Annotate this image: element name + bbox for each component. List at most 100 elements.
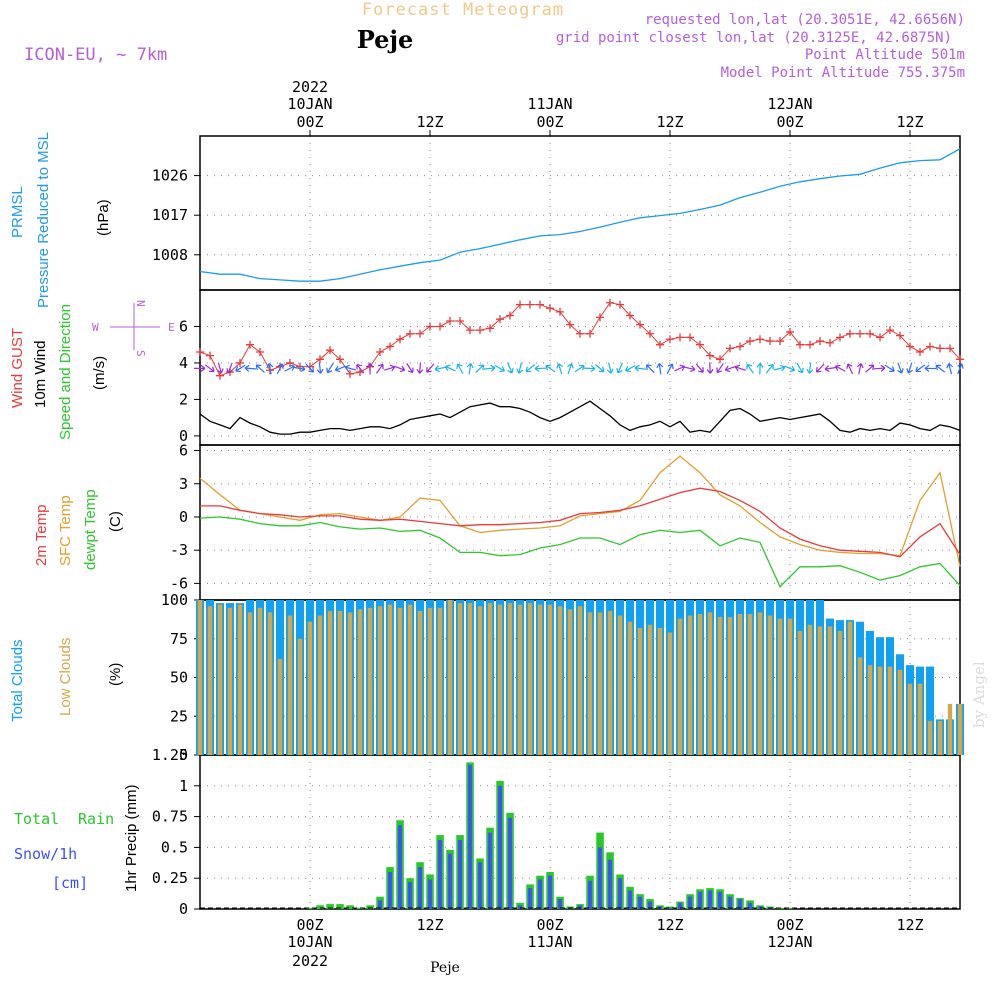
gust-point bbox=[506, 311, 514, 320]
gust-point bbox=[496, 315, 504, 324]
gust-point bbox=[316, 355, 324, 364]
location-title: Peje bbox=[357, 25, 414, 54]
arrow-shape bbox=[634, 364, 647, 372]
low-cloud-bar bbox=[487, 603, 493, 755]
snow-bar bbox=[618, 878, 622, 909]
gust-point bbox=[856, 329, 864, 338]
arrow-shape bbox=[507, 362, 514, 374]
wind-direction-arrow bbox=[475, 364, 485, 374]
label-snow: Snow/1h bbox=[14, 845, 77, 863]
arrow-shape bbox=[406, 363, 414, 374]
low-cloud-bar bbox=[467, 603, 473, 755]
ytick-label: 1.25 bbox=[152, 746, 188, 764]
snow-bar bbox=[548, 875, 552, 909]
total-cloud-bar bbox=[926, 666, 934, 755]
model-altitude: Model Point Altitude 755.375m bbox=[721, 65, 965, 81]
ytick-label: 100 bbox=[161, 591, 188, 609]
low-cloud-bar bbox=[197, 600, 203, 755]
arrow-shape bbox=[266, 363, 274, 375]
low-cloud-bar bbox=[717, 617, 723, 755]
arrow-shape bbox=[856, 363, 864, 375]
snow-bar bbox=[378, 900, 382, 909]
arrow-shape bbox=[915, 364, 926, 373]
wind-direction-arrow bbox=[456, 363, 464, 374]
ytick-label: 1 bbox=[179, 777, 188, 795]
temp-2m-line bbox=[200, 487, 961, 558]
low-cloud-bar bbox=[207, 606, 213, 755]
gust-point bbox=[686, 333, 694, 342]
gust-point bbox=[416, 329, 424, 338]
wind-direction-arrow bbox=[684, 365, 696, 373]
arrow-shape bbox=[494, 364, 505, 373]
wind-direction-arrow bbox=[276, 363, 284, 375]
ytick-label: -3 bbox=[170, 541, 188, 559]
low-cloud-bar bbox=[597, 612, 603, 755]
arrow-shape bbox=[716, 363, 724, 374]
gust-point bbox=[926, 342, 934, 351]
low-cloud-bar bbox=[307, 621, 313, 755]
low-cloud-bar bbox=[567, 609, 573, 755]
wind-direction-arrow bbox=[824, 365, 837, 373]
low-cloud-bar bbox=[807, 624, 813, 755]
arrow-shape bbox=[796, 362, 804, 374]
low-cloud-bar bbox=[707, 612, 713, 755]
arrow-shape bbox=[556, 363, 563, 375]
rain-bar bbox=[306, 907, 314, 909]
gust-point bbox=[196, 348, 204, 356]
arrow-shape bbox=[525, 364, 536, 373]
ytick-label: 25 bbox=[170, 707, 188, 725]
low-cloud-bar bbox=[767, 615, 773, 755]
ytick-label: 4 bbox=[179, 354, 188, 372]
arrow-shape bbox=[606, 362, 614, 374]
wind-direction-arrow bbox=[935, 364, 946, 373]
low-cloud-bar bbox=[607, 610, 613, 755]
wind-direction-arrow bbox=[815, 363, 825, 373]
gust-point bbox=[636, 320, 644, 329]
snow-bar bbox=[628, 890, 632, 909]
snow-bar bbox=[448, 853, 452, 909]
gust-point bbox=[906, 342, 914, 351]
low-cloud-bar bbox=[787, 618, 793, 755]
arrow-shape bbox=[316, 362, 324, 374]
gust-point bbox=[556, 307, 564, 316]
time-label-hour: 00Z bbox=[776, 916, 803, 934]
wind-direction-arrow bbox=[645, 364, 655, 374]
low-cloud-bar bbox=[497, 604, 503, 755]
low-cloud-bar bbox=[697, 614, 703, 755]
label-cm: [cm] bbox=[52, 874, 88, 892]
snow-bar bbox=[418, 867, 422, 909]
low-cloud-bar bbox=[557, 606, 563, 755]
ytick-label: 0 bbox=[179, 746, 188, 764]
low-cloud-bar bbox=[387, 604, 393, 755]
arrow-shape bbox=[456, 363, 464, 374]
low-cloud-bar bbox=[447, 600, 453, 755]
snow-bar bbox=[688, 896, 692, 909]
low-cloud-bar bbox=[877, 666, 883, 755]
low-cloud-bar bbox=[577, 606, 583, 755]
snow-bar bbox=[728, 896, 732, 909]
arrow-shape bbox=[946, 363, 954, 375]
wind-direction-arrow bbox=[906, 362, 913, 374]
low-cloud-bar bbox=[937, 720, 943, 755]
gust-point bbox=[596, 313, 604, 322]
arrow-shape bbox=[906, 362, 913, 374]
arrow-shape bbox=[724, 365, 736, 373]
wind-direction-arrow bbox=[556, 363, 563, 375]
wind-direction-arrow bbox=[784, 365, 796, 373]
low-cloud-bar bbox=[837, 631, 843, 755]
low-cloud-bar bbox=[397, 607, 403, 756]
wind-direction-arrow bbox=[244, 364, 257, 372]
arrow-shape bbox=[516, 362, 524, 374]
wind-direction-arrow bbox=[716, 363, 724, 374]
arrow-shape bbox=[765, 363, 774, 374]
wind-direction-arrow bbox=[416, 362, 424, 374]
wind-direction-arrow bbox=[293, 365, 306, 373]
gust-point bbox=[336, 355, 344, 364]
time-label-hour: 00Z bbox=[296, 916, 323, 934]
low-cloud-bar bbox=[777, 618, 783, 755]
ytick-label: 50 bbox=[170, 669, 188, 687]
low-cloud-bar bbox=[857, 657, 863, 755]
low-cloud-bar bbox=[427, 607, 433, 756]
panel-frame bbox=[199, 289, 961, 446]
gust-point bbox=[776, 337, 784, 346]
